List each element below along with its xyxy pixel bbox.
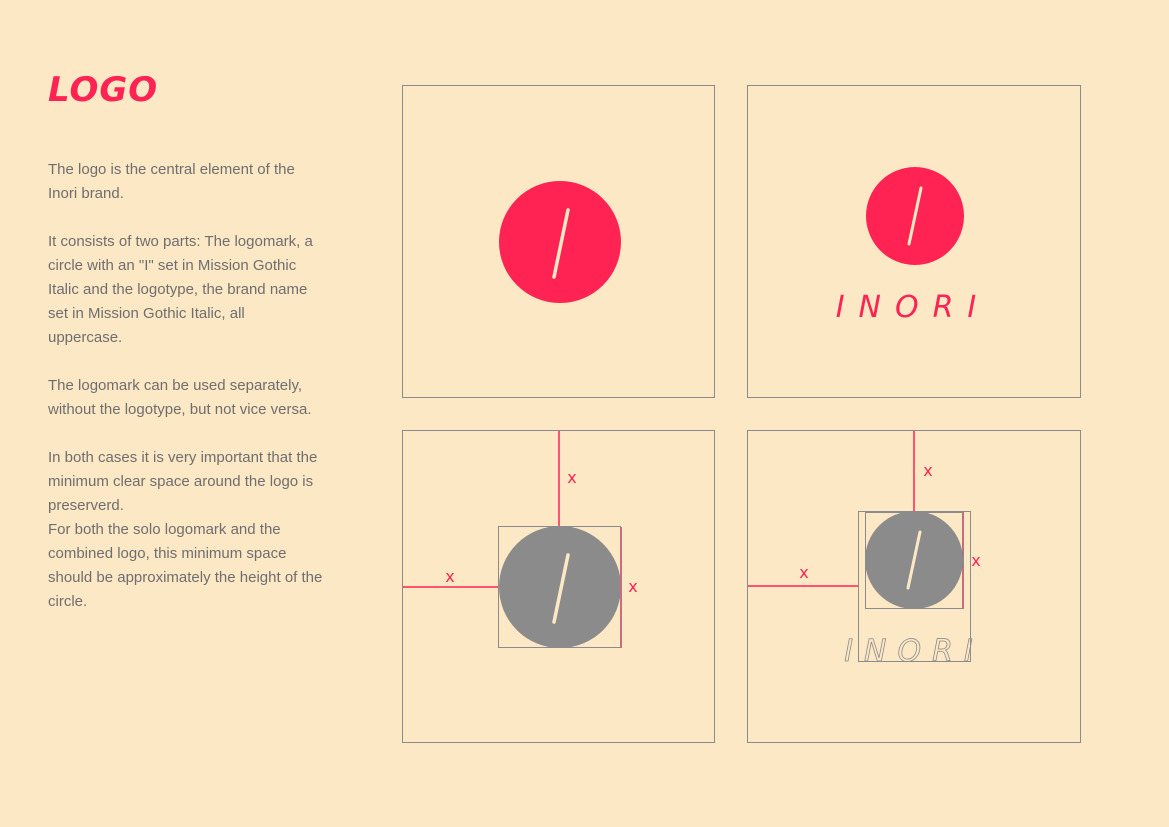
paragraph-parts: It consists of two parts: The logomark, …: [48, 233, 313, 346]
description-text: The logo is the central element of the I…: [48, 158, 323, 638]
panel-logomark: [402, 85, 715, 398]
clearspace-label-height: x: [628, 577, 637, 596]
panel-combined-clearspace: INORI x x x: [747, 430, 1081, 743]
logomark-i-stroke: [906, 530, 922, 590]
combined-clearspace-graphic: INORI x x x: [748, 431, 984, 669]
logomark-i-stroke: [552, 553, 570, 624]
logomark-clearspace-graphic: x x x: [403, 431, 638, 648]
paragraph-usage: The logomark can be used separately, wit…: [48, 377, 312, 418]
paragraph-intro: The logo is the central element of the I…: [48, 161, 295, 202]
combined-logo-graphic: INORI: [836, 167, 991, 325]
paragraph-clearspace: In both cases it is very important that …: [48, 449, 318, 514]
paragraph-spacing-rule: For both the solo logomark and the combi…: [48, 521, 323, 610]
panel-combined-logo: INORI: [747, 85, 1081, 398]
logomark-i-stroke: [907, 186, 923, 246]
logomark-graphic: [499, 181, 621, 303]
panel-logomark-clearspace: x x x: [402, 430, 715, 743]
clearspace-label-top: x: [923, 461, 932, 480]
logomark-i-stroke: [552, 208, 570, 279]
page-title: LOGO: [48, 70, 159, 110]
logotype-outline-text: INORI: [844, 634, 984, 669]
clearspace-label-left: x: [799, 563, 808, 582]
logotype-text: INORI: [836, 290, 991, 325]
clearspace-label-height: x: [971, 551, 980, 570]
clearspace-label-top: x: [567, 468, 576, 487]
clearspace-label-left: x: [445, 567, 454, 586]
